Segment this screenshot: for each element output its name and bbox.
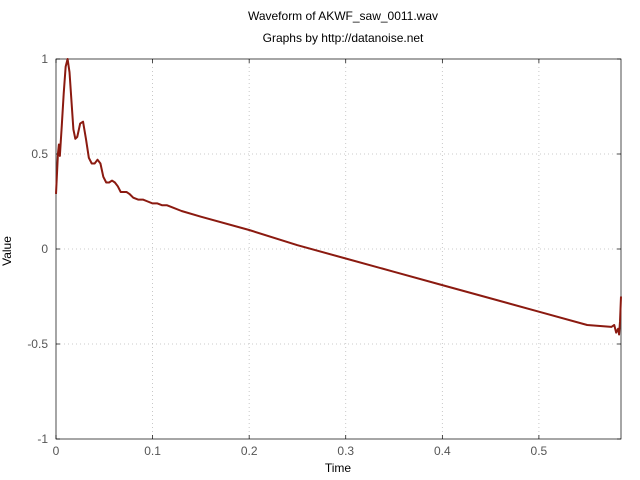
y-axis-label: Value: [0, 236, 14, 266]
axis-ticks: 0 0.1 0.2 0.3 0.4 0.5 -1 -0.5 0 0.5 1: [27, 52, 621, 458]
y-tick-label: 0: [41, 242, 48, 256]
x-axis-label: Time: [325, 461, 352, 475]
y-tick-label: -1: [37, 432, 48, 446]
chart-title: Waveform of AKWF_saw_0011.wav: [248, 9, 438, 23]
y-tick-label: 0.5: [31, 147, 48, 161]
x-tick-label: 0.1: [144, 444, 161, 458]
x-tick-label: 0.2: [241, 444, 258, 458]
x-tick-label: 0.3: [337, 444, 354, 458]
x-tick-label: 0.4: [434, 444, 451, 458]
waveform-line: [55, 58, 622, 336]
x-tick-label: 0.5: [531, 444, 548, 458]
y-tick-label: 1: [41, 52, 48, 66]
y-tick-label: -0.5: [27, 337, 48, 351]
grid-lines: [56, 59, 621, 439]
chart-subtitle: Graphs by http://datanoise.net: [263, 31, 424, 45]
x-tick-label: 0: [53, 444, 60, 458]
